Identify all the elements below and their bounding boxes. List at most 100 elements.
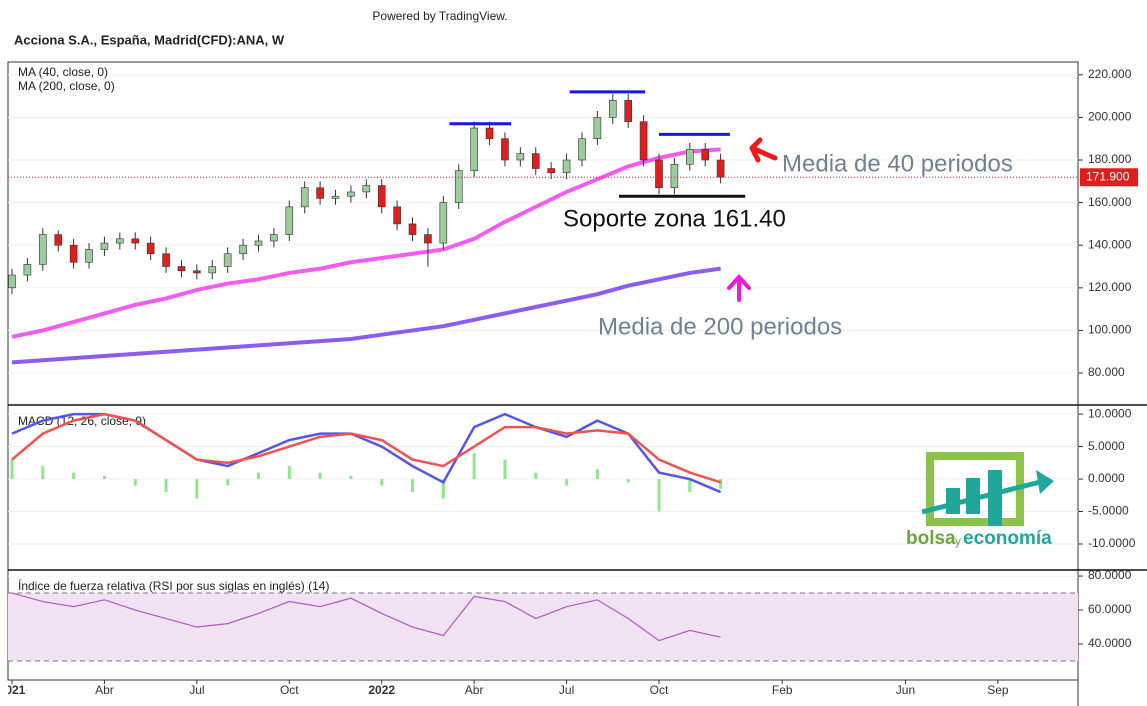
y-tick-label: 140.000 (1088, 237, 1132, 251)
y-tick-label: 5.0000 (1088, 439, 1125, 453)
arrow-red (749, 137, 778, 163)
candle-body (485, 127, 494, 139)
x-tick-label: Sep (987, 683, 1009, 697)
candle-body (177, 266, 186, 272)
candle-body (716, 159, 725, 178)
arrow-magenta (727, 274, 751, 302)
macd-title: MACD (12, 26, close, 9) (18, 414, 146, 428)
y-tick-label: -10.0000 (1088, 536, 1136, 550)
y-tick-label: 0.0000 (1088, 471, 1125, 485)
x-tick-label: Abr (465, 683, 484, 697)
x-tick-label: 2022 (368, 683, 395, 697)
y-tick-label: 40.0000 (1088, 636, 1132, 650)
histogram-bar (164, 479, 168, 493)
histogram-bar (287, 466, 291, 480)
histogram-bar (411, 479, 415, 493)
y-tick-label: 200.000 (1088, 110, 1132, 124)
candle-body (562, 159, 571, 174)
candle-body (670, 163, 679, 188)
candle-body (531, 153, 540, 169)
candle-body (470, 127, 478, 171)
candle-body (85, 249, 93, 263)
logo-text: economía (963, 528, 1052, 549)
candle-body (424, 234, 432, 244)
candle-body (162, 253, 170, 267)
last-price-label: 171.900 (1086, 169, 1130, 183)
candle-body (285, 206, 294, 235)
histogram-bar (72, 472, 76, 480)
histogram-bar (441, 479, 445, 499)
histogram-bar (195, 479, 199, 499)
x-tick-label: Feb (772, 683, 793, 697)
histogram-bar (472, 453, 476, 480)
histogram-bar (719, 479, 723, 489)
y-tick-label: 80.0000 (1088, 568, 1132, 582)
candle-body (254, 240, 263, 246)
annotation: Media de 40 periodos (782, 150, 1013, 177)
candle-body (193, 270, 201, 274)
histogram-bar (41, 466, 45, 480)
candle-body (23, 264, 32, 276)
y-tick-label: -5.0000 (1088, 504, 1129, 518)
x-tick-label: Abr (95, 683, 114, 697)
candle-body (116, 238, 124, 244)
candle-body (547, 168, 555, 174)
y-tick-label: 180.000 (1088, 152, 1132, 166)
candle-body (593, 117, 602, 139)
histogram-bar (688, 479, 692, 493)
candle-body (146, 242, 155, 255)
chart-title: Acciona S.A., España, Madrid(CFD):ANA, W (14, 32, 285, 47)
candle-body (501, 138, 509, 161)
candle-body (300, 187, 309, 208)
candle-body (100, 242, 109, 250)
candle-body (408, 223, 417, 235)
candle-body (393, 206, 401, 225)
histogram-bar (626, 479, 630, 483)
candle-body (331, 195, 340, 199)
y-tick-label: 80.000 (1088, 365, 1125, 379)
y-tick-label: 10.0000 (1088, 406, 1132, 420)
y-tick-label: 100.000 (1088, 323, 1132, 337)
powered-by: Powered by TradingView. (372, 9, 507, 23)
histogram-bar (10, 459, 14, 480)
x-tick-label: 2021 (0, 683, 26, 697)
y-tick-label: 60.0000 (1088, 602, 1132, 616)
histogram-bar (102, 475, 106, 480)
candle-body (347, 191, 355, 197)
candle-body (377, 185, 386, 208)
histogram-bar (318, 472, 322, 480)
histogram-bar (503, 459, 507, 480)
logo-text: bolsa (906, 528, 956, 549)
candle-body (686, 149, 694, 165)
indicator-line (11, 412, 721, 484)
candle-body (578, 138, 586, 161)
histogram-bar (349, 475, 353, 480)
logo: bolsa y economía (906, 452, 1054, 549)
y-tick-label: 220.000 (1088, 67, 1132, 81)
x-tick-label: Jul (189, 683, 204, 697)
candle-body (69, 244, 78, 263)
histogram-bar (534, 472, 538, 480)
histogram-bar (226, 479, 230, 486)
x-tick-label: Oct (280, 683, 299, 697)
rsi-title: Índice de fuerza relativa (RSI por sus s… (18, 578, 329, 593)
candle-body (208, 266, 217, 274)
candle-body (639, 121, 648, 161)
annotation: Media de 200 periodos (598, 313, 842, 340)
candle-body (608, 100, 617, 118)
histogram-bar (133, 479, 137, 486)
histogram-bar (380, 479, 384, 486)
candle-body (270, 234, 278, 242)
candle-body (655, 159, 663, 188)
candle-body (223, 253, 232, 267)
indicator-line (11, 592, 721, 642)
rsi-band (8, 593, 1078, 661)
legend-ma40: MA (40, close, 0) (18, 65, 108, 79)
legend-ma200: MA (200, close, 0) (18, 79, 115, 93)
candle-body (8, 274, 16, 289)
logo-text: y (955, 534, 961, 548)
candle-body (439, 202, 448, 244)
annotation: Soporte zona 161.40 (563, 205, 786, 232)
y-tick-label: 120.000 (1088, 280, 1132, 294)
